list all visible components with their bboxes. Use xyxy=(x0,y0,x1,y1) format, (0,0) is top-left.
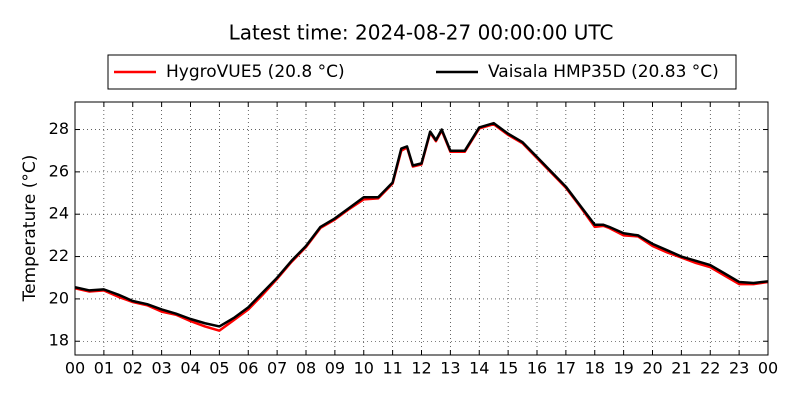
legend-label: HygroVUE5 (20.8 °C) xyxy=(166,62,345,82)
x-tick-label: 05 xyxy=(209,359,229,378)
x-tick-label: 14 xyxy=(469,359,489,378)
x-tick-label: 17 xyxy=(556,359,576,378)
x-tick-label: 15 xyxy=(498,359,518,378)
x-tick-label: 07 xyxy=(267,359,287,378)
y-tick-label: 24 xyxy=(49,204,69,223)
x-tick-label: 22 xyxy=(700,359,720,378)
series-line xyxy=(74,121,769,328)
series-line xyxy=(74,122,769,332)
y-tick-label: 18 xyxy=(49,331,69,350)
x-tick-label: 18 xyxy=(585,359,605,378)
x-tick-label: 19 xyxy=(613,359,633,378)
x-tick-label: 04 xyxy=(180,359,200,378)
legend-label: Vaisala HMP35D (20.83 °C) xyxy=(488,62,719,82)
x-tick-label: 20 xyxy=(642,359,662,378)
y-axis-label: Temperature (°C) xyxy=(20,155,40,303)
x-tick-label: 00 xyxy=(758,359,778,378)
plot-frame xyxy=(74,101,769,356)
x-tick-label: 21 xyxy=(671,359,691,378)
y-tick-label: 28 xyxy=(49,119,69,138)
x-tick-label: 01 xyxy=(94,359,114,378)
legend-box xyxy=(107,54,737,90)
y-tick-label: 22 xyxy=(49,246,69,265)
x-tick-label: 06 xyxy=(238,359,258,378)
x-tick-label: 09 xyxy=(325,359,345,378)
x-tick-label: 08 xyxy=(296,359,316,378)
x-tick-label: 12 xyxy=(411,359,431,378)
x-tick-label: 03 xyxy=(151,359,171,378)
chart-title: Latest time: 2024-08-27 00:00:00 UTC xyxy=(229,21,614,45)
x-tick-label: 10 xyxy=(354,359,374,378)
x-tick-label: 13 xyxy=(440,359,460,378)
x-tick-label: 11 xyxy=(382,359,402,378)
x-tick-label: 00 xyxy=(65,359,85,378)
x-tick-label: 16 xyxy=(527,359,547,378)
x-tick-label: 02 xyxy=(123,359,143,378)
y-tick-label: 20 xyxy=(49,288,69,307)
x-tick-label: 23 xyxy=(729,359,749,378)
y-tick-label: 26 xyxy=(49,161,69,180)
